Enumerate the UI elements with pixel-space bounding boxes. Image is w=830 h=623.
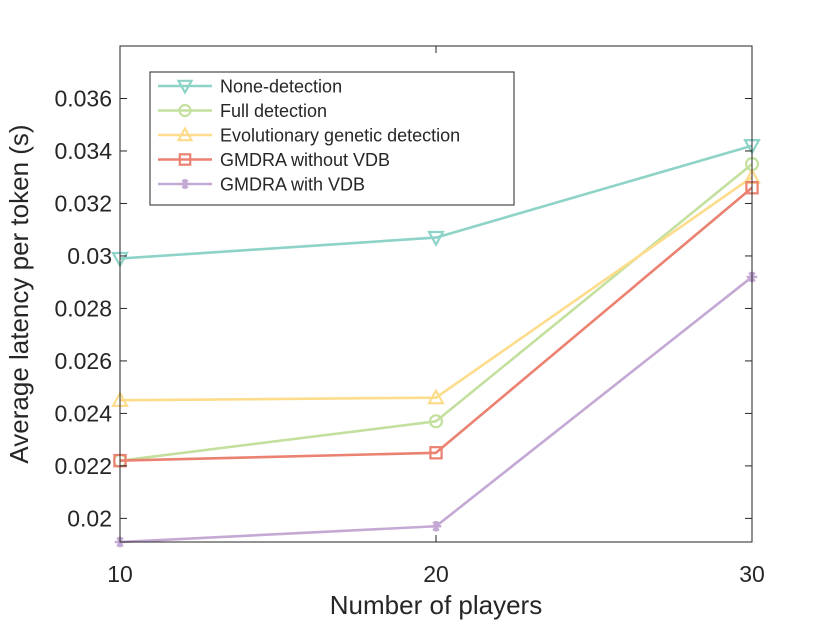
series-line [119, 275, 753, 544]
axes-ticks: 0.02 0.022 0.024 0.026 0.028 0.03 0.032 0.034 0.… [54, 46, 765, 587]
legend-label: Evolutionary genetic detection [220, 126, 460, 146]
asterisk-marker [430, 521, 442, 532]
series-5 [114, 271, 758, 548]
series-line [119, 186, 753, 462]
square-marker [178, 153, 192, 166]
triangle-down-marker [176, 79, 194, 95]
y-tick-label: 0.03 [67, 243, 112, 269]
legend-label: GMDRA without VDB [220, 150, 390, 170]
x-tick-label: 20 [423, 561, 449, 587]
x-tick-label: 30 [739, 561, 765, 587]
y-tick-label: 0.034 [54, 138, 112, 164]
legend-label: GMDRA with VDB [220, 175, 365, 195]
legend-label: None-detection [220, 77, 342, 97]
legend-item: Evolutionary genetic detection [158, 126, 460, 146]
square-marker [429, 446, 443, 460]
legend: None-detection Full detection Evolutionary… [149, 71, 515, 206]
series-3 [111, 167, 761, 407]
legend-item: Full detection [158, 101, 327, 121]
legend-label: Full detection [220, 101, 327, 121]
y-tick-label: 0.022 [54, 453, 112, 479]
series-line [119, 176, 753, 402]
triangle-up-marker [427, 388, 445, 405]
y-tick-label: 0.032 [54, 190, 112, 216]
circle-marker [178, 103, 192, 118]
legend-item: GMDRA with VDB [158, 175, 365, 195]
y-tick-label: 0.026 [54, 348, 112, 374]
triangle-down-marker [427, 230, 445, 247]
y-tick-label: 0.036 [54, 85, 112, 111]
legend-item: GMDRA without VDB [158, 150, 390, 170]
asterisk-marker [180, 179, 190, 189]
triangle-up-marker [176, 126, 194, 142]
legend-item: None-detection [158, 77, 342, 97]
circle-marker [428, 414, 444, 429]
y-axis-label: Average latency per token (s) [4, 124, 34, 463]
x-axis-label: Number of players [330, 590, 542, 620]
y-tick-label: 0.02 [67, 505, 112, 531]
x-tick-label: 10 [107, 561, 133, 587]
series-line [119, 144, 753, 260]
plot-area [111, 139, 761, 548]
y-tick-label: 0.024 [54, 400, 112, 426]
y-tick-label: 0.028 [54, 295, 112, 321]
series-4 [113, 181, 759, 468]
